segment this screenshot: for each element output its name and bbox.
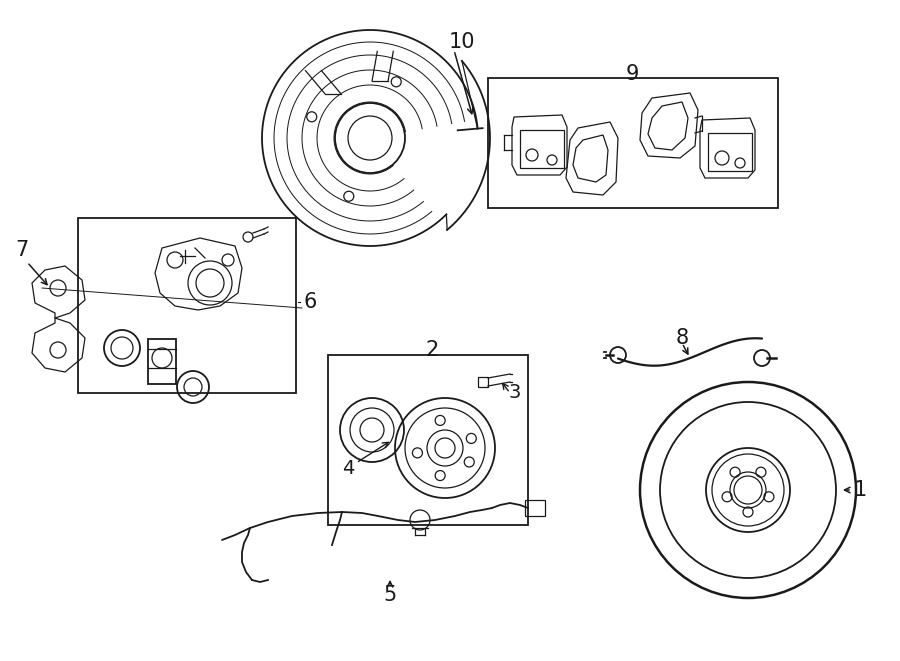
Text: 8: 8 bbox=[675, 328, 688, 348]
Bar bbox=[520, 130, 564, 168]
Bar bbox=[488, 78, 778, 208]
Text: 4: 4 bbox=[342, 459, 355, 477]
Bar bbox=[328, 355, 528, 525]
Text: 9: 9 bbox=[626, 64, 639, 84]
Bar bbox=[478, 377, 488, 387]
Bar bbox=[525, 500, 545, 516]
Bar bbox=[148, 339, 176, 384]
Text: 7: 7 bbox=[15, 240, 29, 260]
Text: 1: 1 bbox=[853, 480, 867, 500]
Text: 6: 6 bbox=[303, 292, 317, 312]
Text: 10: 10 bbox=[449, 32, 475, 52]
Bar bbox=[78, 218, 296, 393]
Text: 3: 3 bbox=[508, 383, 521, 403]
Text: 2: 2 bbox=[426, 340, 438, 360]
Bar bbox=[708, 133, 752, 171]
Text: 5: 5 bbox=[383, 585, 397, 605]
